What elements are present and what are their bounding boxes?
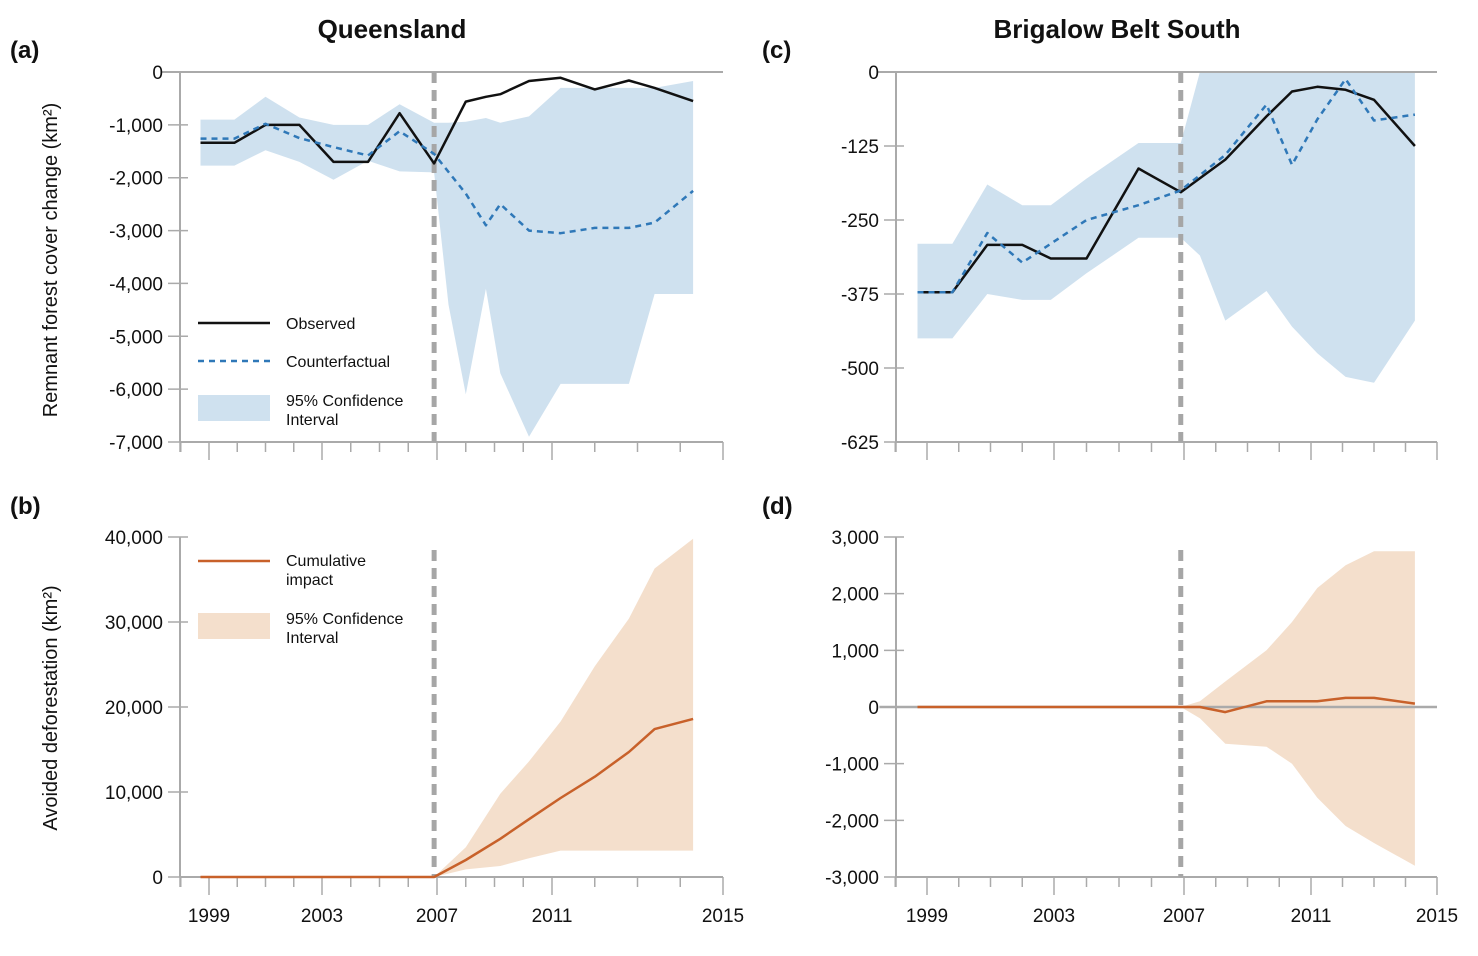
legend-impact-line1: Cumulative [286, 553, 366, 570]
y-tick-label-c: -250 [841, 211, 879, 232]
x-tick-label-b: 1999 [188, 906, 230, 927]
legend-observed-label: Observed [286, 316, 355, 333]
y-tick-label-b: 40,000 [105, 528, 163, 549]
legend-ci-line1: 95% Confidence [286, 393, 404, 410]
y-tick-label-c: -500 [841, 359, 879, 380]
legend-impact-line2: impact [286, 572, 334, 589]
x-tick-label-b: 2003 [301, 906, 343, 927]
y-tick-label-c: -125 [841, 137, 879, 158]
series-observed-a [200, 76, 694, 165]
series-counterfactual-c [917, 77, 1416, 294]
ci-band-d [1180, 551, 1415, 866]
legend-a: Observed Counterfactual 95% Confidence In… [198, 316, 404, 429]
x-tick-label-b: 2011 [532, 906, 573, 927]
y-tick-label-d: 1,000 [831, 641, 879, 662]
x-tick-label-b: 2007 [416, 906, 458, 927]
series-counterfactual-a [200, 122, 694, 235]
y-tick-label-c: -625 [841, 433, 879, 454]
legend-ci-orange-line2: Interval [286, 630, 338, 647]
series-observed-c [917, 85, 1416, 294]
series-cumulative-impact-b [200, 717, 694, 879]
legend-ci-label: 95% Confidence Interval [286, 393, 404, 429]
y-tick-label-d: -3,000 [825, 868, 879, 889]
y-axis-label-b: Avoided deforestation (km²) [40, 585, 62, 830]
panel-d: 1999 2003 2007 2011 2015 3,000 2,000 1,000 0 -1,0… [825, 528, 1458, 927]
y-tick-label-a: -7,000 [109, 433, 163, 454]
x-tick-label-d: 2007 [1163, 906, 1205, 927]
ci-band-a [200, 81, 694, 437]
y-tick-label-a: -1,000 [109, 116, 163, 137]
series-cumulative-impact-d [917, 696, 1416, 714]
y-tick-label-d: 2,000 [831, 585, 879, 606]
x-tick-label-d: 2011 [1291, 906, 1332, 927]
legend-ci-swatch [198, 395, 270, 421]
y-tick-label-a: -4,000 [109, 274, 163, 295]
x-tick-label-b: 2015 [702, 906, 744, 927]
y-tick-label-a: -5,000 [109, 327, 163, 348]
legend-b: Cumulative impact 95% Confidence Interval [198, 553, 404, 647]
y-tick-label-c: 0 [868, 63, 879, 84]
legend-ci-orange-line1: 95% Confidence [286, 611, 404, 628]
panel-c: 0 -125 -250 -375 -500 -625 [841, 63, 1438, 460]
column-title-brigalow: Brigalow Belt South [994, 14, 1241, 44]
panel-a: 0 -1,000 -2,000 -3,000 -4,000 -5,000 -6,000 -7,… [109, 63, 724, 460]
y-tick-label-a: -3,000 [109, 222, 163, 243]
y-tick-label-a: -6,000 [109, 380, 163, 401]
panel-label-a: (a) [10, 37, 39, 64]
legend-ci-line2: Interval [286, 412, 338, 429]
y-tick-label-d: 0 [868, 698, 879, 719]
panel-label-c: (c) [762, 37, 791, 64]
legend-ci-orange-swatch [198, 613, 270, 639]
column-title-queensland: Queensland [318, 14, 467, 44]
legend-impact-label: Cumulative impact [286, 553, 366, 589]
y-tick-label-b: 10,000 [105, 783, 163, 804]
y-tick-label-d: 3,000 [831, 528, 879, 549]
y-axis-label-a: Remnant forest cover change (km²) [40, 103, 62, 418]
legend-ci-orange-label: 95% Confidence Interval [286, 611, 404, 647]
y-tick-label-a: -2,000 [109, 169, 163, 190]
ci-band-c [917, 72, 1415, 383]
y-tick-label-a: 0 [152, 63, 163, 84]
y-tick-label-c: -375 [841, 285, 879, 306]
x-tick-label-d: 2015 [1416, 906, 1458, 927]
x-tick-label-d: 1999 [906, 906, 948, 927]
panel-b: 1999 2003 2007 2011 2015 0 10,000 20,000 30,000 4… [105, 528, 744, 927]
y-tick-label-b: 0 [152, 868, 163, 889]
ci-band-b [434, 538, 694, 877]
legend-counterfactual-label: Counterfactual [286, 354, 390, 371]
y-tick-label-d: -1,000 [825, 755, 879, 776]
y-tick-label-b: 20,000 [105, 698, 163, 719]
y-tick-label-b: 30,000 [105, 613, 163, 634]
x-tick-label-d: 2003 [1033, 906, 1075, 927]
y-tick-label-d: -2,000 [825, 811, 879, 832]
panel-label-b: (b) [10, 493, 41, 520]
panel-label-d: (d) [762, 493, 793, 520]
